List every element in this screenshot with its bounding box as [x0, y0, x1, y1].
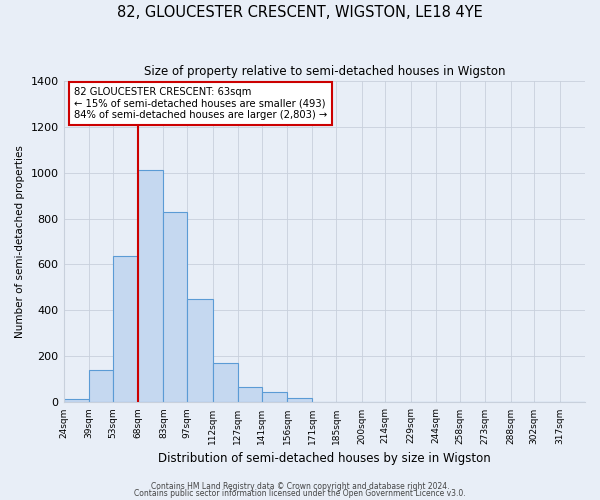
Title: Size of property relative to semi-detached houses in Wigston: Size of property relative to semi-detach…	[143, 65, 505, 78]
Y-axis label: Number of semi-detached properties: Number of semi-detached properties	[15, 145, 25, 338]
Bar	[89, 370, 113, 402]
Bar	[138, 170, 163, 402]
Text: Contains public sector information licensed under the Open Government Licence v3: Contains public sector information licen…	[134, 489, 466, 498]
Bar	[212, 364, 238, 403]
Text: Contains HM Land Registry data © Crown copyright and database right 2024.: Contains HM Land Registry data © Crown c…	[151, 482, 449, 491]
Bar	[163, 212, 187, 402]
Bar	[187, 299, 212, 403]
Bar	[64, 399, 89, 402]
Bar	[262, 392, 287, 402]
Text: 82 GLOUCESTER CRESCENT: 63sqm
← 15% of semi-detached houses are smaller (493)
84: 82 GLOUCESTER CRESCENT: 63sqm ← 15% of s…	[74, 87, 327, 120]
Bar	[113, 256, 138, 402]
X-axis label: Distribution of semi-detached houses by size in Wigston: Distribution of semi-detached houses by …	[158, 452, 491, 465]
Bar	[238, 388, 262, 402]
Bar	[287, 398, 313, 402]
Text: 82, GLOUCESTER CRESCENT, WIGSTON, LE18 4YE: 82, GLOUCESTER CRESCENT, WIGSTON, LE18 4…	[117, 5, 483, 20]
